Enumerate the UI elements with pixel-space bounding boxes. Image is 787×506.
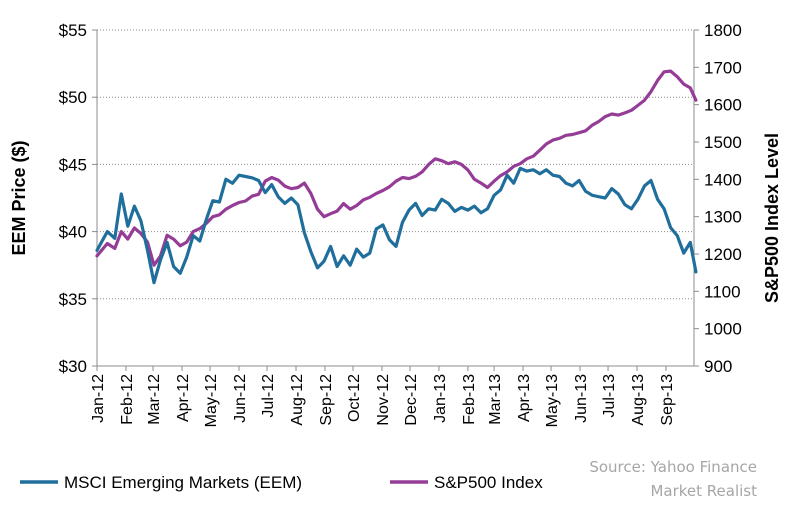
x-axis-tick-label: Jan-12 [90,374,107,423]
x-axis-tick-label: Jul-13 [601,374,618,418]
right-axis-tick-label: 1700 [704,58,742,77]
left-axis-title: EEM Price ($) [9,140,29,255]
source-line-2: Market Realist [650,482,757,500]
x-axis-tick-label: Feb-12 [119,374,136,425]
right-axis-tick-label: 1300 [704,208,742,227]
right-axis-tick-label: 1800 [704,21,742,40]
x-axis-tick-label: Feb-13 [461,374,478,425]
left-axis-tick-label: $30 [59,357,87,376]
left-axis-tick-label: $50 [59,88,87,107]
axes [92,29,699,371]
legend-label: MSCI Emerging Markets (EEM) [64,473,302,492]
x-axis-tick-label: Mar-13 [487,374,504,425]
right-axis-tick-label: 1500 [704,133,742,152]
x-axis-tick-label: May-13 [544,374,561,427]
x-axis-tick-label: Oct-12 [346,374,363,422]
sp500-series-line [95,69,698,267]
right-axis-tick-label: 1000 [704,320,742,339]
left-axis-tick-label: $35 [59,290,87,309]
x-axis-tick-label: Jun-12 [232,374,249,423]
x-axis-tick-label: Aug-12 [289,374,306,426]
left-axis-tick-label: $45 [59,155,87,174]
x-axis-tick-label: Mar-12 [146,374,163,425]
legend: MSCI Emerging Markets (EEM) S&P500 Index [20,473,543,492]
x-axis-tick-label: Jun-13 [573,374,590,423]
x-axis-tick-label: Jan-13 [432,374,449,423]
source-line-1: Source: Yahoo Finance [589,458,757,476]
right-axis-tick-label: 1400 [704,170,742,189]
x-axis-tick-label: May-12 [203,374,220,427]
right-axis-tick-label: 1600 [704,96,742,115]
x-axis-tick-label: Jul-12 [260,374,277,418]
right-axis-tick-label: 1100 [704,282,741,301]
left-axis-tick-label: $40 [59,223,87,242]
x-axis-tick-label: Apr-13 [516,374,533,422]
x-axis-tick-label: Sep-13 [659,374,676,426]
x-axis-tick-label: Dec-12 [403,374,420,426]
eem-series-line [95,166,698,285]
series-lines [95,69,698,285]
tick-labels: $30 $35 $40 $45 $50 $55 900 1000 1100 1200 1300 140… [9,21,782,427]
right-axis-tick-label: 1200 [704,245,742,264]
x-axis-tick-label: Sep-12 [318,374,335,426]
right-axis-title: S&P500 Index Level [762,133,782,303]
x-axis-tick-label: Aug-13 [630,374,647,426]
x-axis-tick-label: Nov-12 [375,374,392,426]
legend-label: S&P500 Index [434,473,543,492]
right-axis-tick-label: 900 [704,357,732,376]
left-axis-tick-label: $55 [59,21,87,40]
x-axis-tick-label: Apr-12 [175,374,192,422]
